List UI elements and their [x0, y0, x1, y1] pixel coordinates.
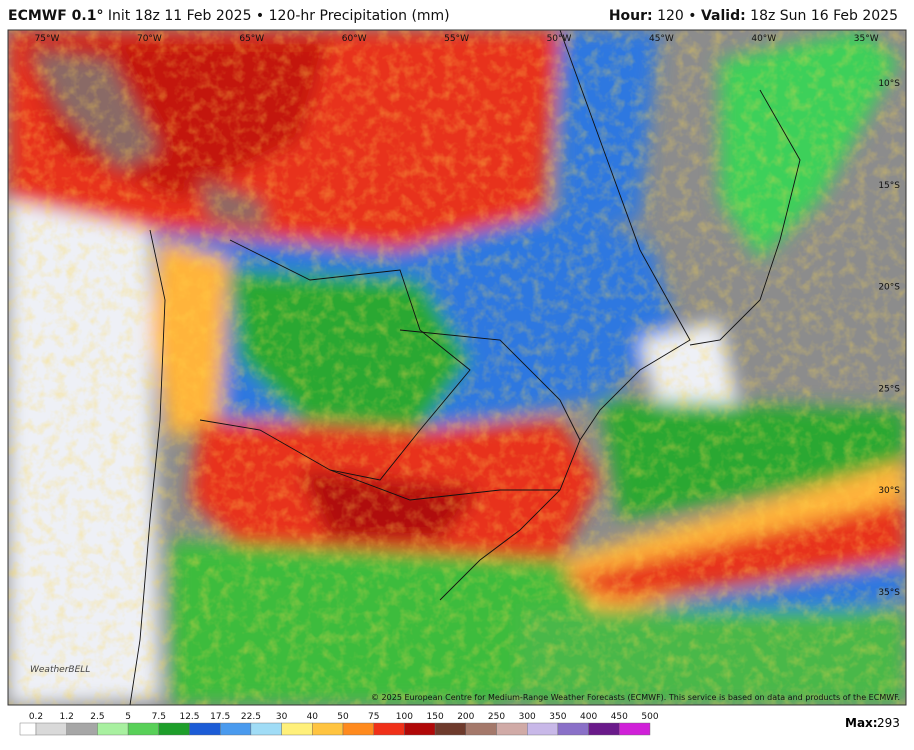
header-right: Hour: 120 • Valid: 18z Sun 16 Feb 2025: [609, 8, 898, 24]
color-swatch: [342, 722, 374, 736]
color-swatch: [281, 722, 313, 736]
color-swatch: [557, 722, 589, 736]
level-label: 17.5: [210, 712, 230, 722]
level-label: 2.5: [90, 712, 104, 722]
color-swatch: [97, 722, 129, 736]
color-swatch: [127, 722, 160, 736]
lat-label: 30°S: [878, 486, 900, 496]
valid-label: Valid:: [700, 8, 746, 24]
color-swatch: [465, 722, 497, 736]
lon-label: 55°W: [444, 34, 469, 44]
max-value: 293: [877, 716, 900, 730]
hour-label: Hour:: [608, 8, 653, 24]
level-label: 400: [580, 712, 597, 722]
header-left: ECMWF 0.1° Init 18z 11 Feb 2025 • 120-hr…: [8, 8, 450, 24]
color-swatch: [189, 722, 221, 736]
copyright: © 2025 European Centre for Medium-Range …: [371, 693, 900, 702]
level-label: 100: [396, 712, 413, 722]
level-label: 450: [611, 712, 628, 722]
level-label: 30: [276, 712, 288, 722]
hour-value: 120 •: [657, 8, 697, 24]
level-label: 250: [488, 712, 505, 722]
lon-label: 40°W: [751, 34, 776, 44]
level-label: 50: [337, 712, 349, 722]
color-swatch: [250, 722, 282, 736]
color-swatch: [312, 722, 344, 736]
lat-label: 25°S: [878, 384, 900, 394]
logo: WeatherBELL: [30, 665, 90, 675]
lat-label: 15°S: [878, 181, 900, 191]
map-frame: [7, 29, 907, 706]
level-label: 7.5: [152, 712, 166, 722]
lon-label: 60°W: [342, 34, 367, 44]
color-swatch: [373, 722, 405, 736]
max-label: Max:: [845, 716, 878, 730]
color-swatch: [619, 722, 651, 736]
lon-label: 65°W: [239, 34, 264, 44]
color-swatch: [588, 722, 620, 736]
color-swatch: [158, 722, 190, 736]
color-swatch: [66, 722, 98, 736]
valid-value: 18z Sun 16 Feb 2025: [750, 8, 898, 24]
lon-label: 75°W: [35, 34, 60, 44]
lat-labels: 10°S 15°S 20°S 25°S 30°S 35°S: [878, 79, 900, 598]
color-swatch: [404, 722, 436, 736]
level-label: 40: [307, 712, 319, 722]
colorbar: 0.2 1.2 2.5 5 7.5 12.5 17.5 22.5 30 40 50 75 100 150 2…: [19, 712, 659, 736]
lat-label: 10°S: [878, 79, 900, 89]
lon-label: 35°W: [854, 34, 879, 44]
level-label: 22.5: [241, 712, 261, 722]
level-label: 75: [368, 712, 379, 722]
lat-label: 35°S: [878, 588, 900, 598]
lat-label: 20°S: [878, 283, 900, 293]
color-swatch: [527, 722, 559, 736]
level-label: 300: [519, 712, 536, 722]
color-swatch: [434, 722, 467, 736]
level-label: 0.2: [29, 712, 43, 722]
color-swatch: [35, 722, 67, 736]
product-info: Init 18z 11 Feb 2025 • 120-hr Precipitat…: [107, 8, 450, 24]
level-label: 200: [457, 712, 474, 722]
level-label: 5: [125, 712, 131, 722]
level-label: 1.2: [60, 712, 74, 722]
lon-label: 45°W: [649, 34, 674, 44]
boundaries: [129, 30, 801, 705]
precip-field: 75°W 70°W 65°W 60°W 55°W 50°W 45°W 40°W 35°W 10°…: [8, 30, 906, 705]
level-label: 150: [427, 712, 444, 722]
color-swatch: [496, 722, 528, 736]
level-label: 12.5: [179, 712, 199, 722]
model-name: ECMWF 0.1°: [8, 8, 104, 24]
level-label: 350: [549, 712, 566, 722]
lon-label: 50°W: [547, 34, 572, 44]
lon-labels: 75°W 70°W 65°W 60°W 55°W 50°W 45°W 40°W 35°W: [35, 34, 879, 44]
lon-label: 70°W: [137, 34, 162, 44]
color-swatch: [219, 722, 252, 736]
level-label: 500: [641, 712, 658, 722]
color-swatch: [19, 722, 37, 736]
